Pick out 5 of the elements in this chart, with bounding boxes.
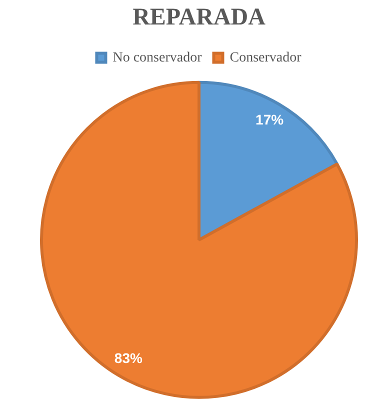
chart-title: REPARADA — [132, 4, 266, 31]
legend-label: Conservador — [230, 50, 302, 66]
legend-label: No conservador — [112, 50, 202, 66]
data-label: 83% — [114, 350, 144, 366]
data-label: 17% — [256, 111, 284, 128]
